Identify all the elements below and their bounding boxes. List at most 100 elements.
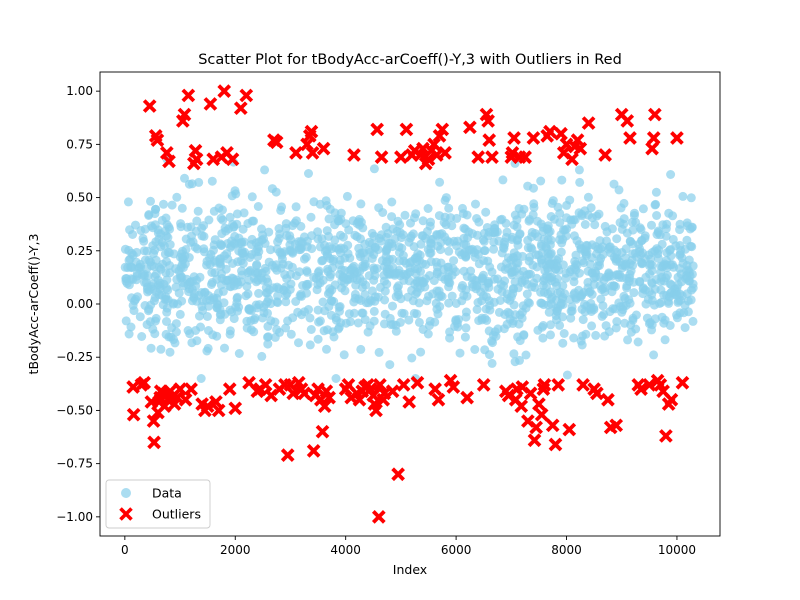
data-point [121, 274, 131, 284]
data-point [656, 297, 666, 307]
data-point [138, 233, 148, 243]
data-point [175, 309, 185, 319]
data-point [397, 308, 407, 318]
data-point [628, 225, 638, 235]
data-point [558, 281, 568, 291]
data-point [172, 192, 182, 202]
data-point [212, 299, 222, 309]
outlier-point [482, 133, 497, 147]
outlier-point [396, 378, 411, 392]
data-point [527, 282, 537, 292]
data-point [143, 271, 153, 281]
data-point [576, 291, 586, 301]
data-point [183, 222, 192, 232]
outlier-point [150, 133, 165, 147]
data-point [234, 302, 244, 312]
data-point [120, 262, 130, 272]
data-point [448, 264, 458, 274]
data-point [131, 220, 140, 230]
data-point [121, 316, 131, 326]
data-point [585, 304, 595, 314]
data-point [561, 231, 571, 241]
data-point [513, 240, 523, 250]
data-point [241, 291, 251, 301]
outlier-point [228, 401, 243, 416]
outlier-point [543, 124, 557, 139]
y-tick-label: −0.25 [56, 350, 93, 364]
data-point [251, 277, 261, 287]
data-point [322, 226, 332, 236]
data-point [343, 249, 353, 259]
data-point [675, 219, 685, 229]
data-point [647, 279, 657, 288]
data-point [502, 258, 511, 268]
data-point [306, 325, 316, 334]
data-point [666, 170, 676, 179]
data-point [647, 220, 656, 230]
data-point [330, 280, 340, 290]
data-point [142, 320, 152, 330]
data-point [559, 329, 569, 338]
outlier-point [178, 392, 193, 407]
data-point [225, 281, 235, 291]
data-point [620, 260, 630, 270]
data-point [356, 199, 366, 209]
data-point [381, 222, 391, 232]
data-point [343, 240, 353, 250]
data-point [472, 305, 482, 314]
data-point [363, 327, 373, 337]
data-point [560, 289, 570, 299]
data-point [562, 370, 572, 380]
data-point [263, 339, 273, 349]
data-point [263, 277, 273, 287]
outlier-point [573, 141, 588, 156]
data-point [236, 277, 246, 287]
data-point [500, 237, 509, 247]
data-point [411, 209, 421, 219]
outlier-point [526, 131, 541, 145]
data-point [651, 187, 661, 197]
data-point [536, 298, 546, 308]
outlier-point [322, 390, 336, 405]
data-point [146, 343, 156, 353]
y-tick-label: −0.50 [56, 403, 93, 417]
data-point [150, 329, 160, 339]
data-point [490, 274, 499, 284]
data-point [409, 242, 419, 252]
y-tick-label: 0.25 [66, 244, 93, 258]
data-point [467, 273, 477, 283]
outlier-points-layer [126, 84, 690, 524]
outlier-point [289, 146, 303, 160]
data-point [176, 262, 186, 272]
data-point [187, 338, 197, 348]
data-point [302, 288, 311, 298]
data-point [342, 191, 352, 201]
data-point [302, 279, 312, 289]
data-point [581, 240, 591, 250]
outlier-point [200, 399, 215, 414]
data-point [482, 223, 492, 232]
data-point [660, 335, 670, 345]
data-point [220, 223, 230, 233]
data-point [650, 200, 660, 210]
data-point [369, 164, 379, 174]
data-point [195, 311, 204, 321]
data-point [618, 305, 628, 315]
outlier-point [431, 392, 446, 407]
data-point [458, 209, 468, 219]
data-point [435, 177, 445, 187]
data-point [260, 239, 270, 248]
outlier-point [269, 135, 284, 150]
y-tick-label: 0.75 [66, 137, 93, 151]
data-point [369, 306, 379, 316]
data-point [519, 330, 529, 340]
data-points-layer [120, 154, 698, 383]
data-point [238, 259, 248, 268]
data-point [401, 258, 411, 268]
data-point [353, 318, 363, 328]
data-point [324, 302, 334, 312]
data-point [276, 205, 286, 215]
data-point [565, 195, 575, 205]
data-point [566, 313, 576, 323]
data-point [299, 232, 309, 242]
